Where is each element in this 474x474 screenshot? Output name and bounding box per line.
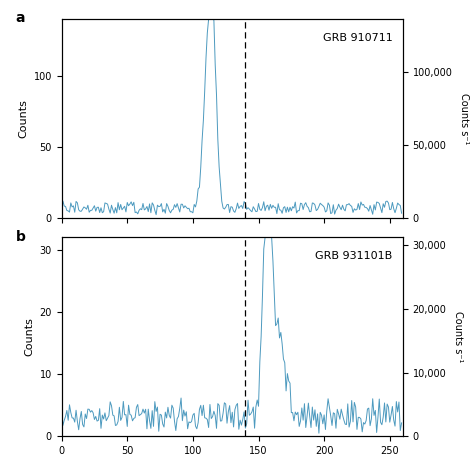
Y-axis label: Counts: Counts xyxy=(24,317,34,356)
Text: GRB 931101B: GRB 931101B xyxy=(315,251,392,261)
Text: b: b xyxy=(16,229,26,244)
Y-axis label: Counts: Counts xyxy=(18,99,28,138)
Text: GRB 910711: GRB 910711 xyxy=(323,33,392,43)
Y-axis label: Counts s⁻¹: Counts s⁻¹ xyxy=(453,311,463,363)
Y-axis label: Counts s⁻¹: Counts s⁻¹ xyxy=(459,92,469,144)
Text: a: a xyxy=(16,11,25,25)
